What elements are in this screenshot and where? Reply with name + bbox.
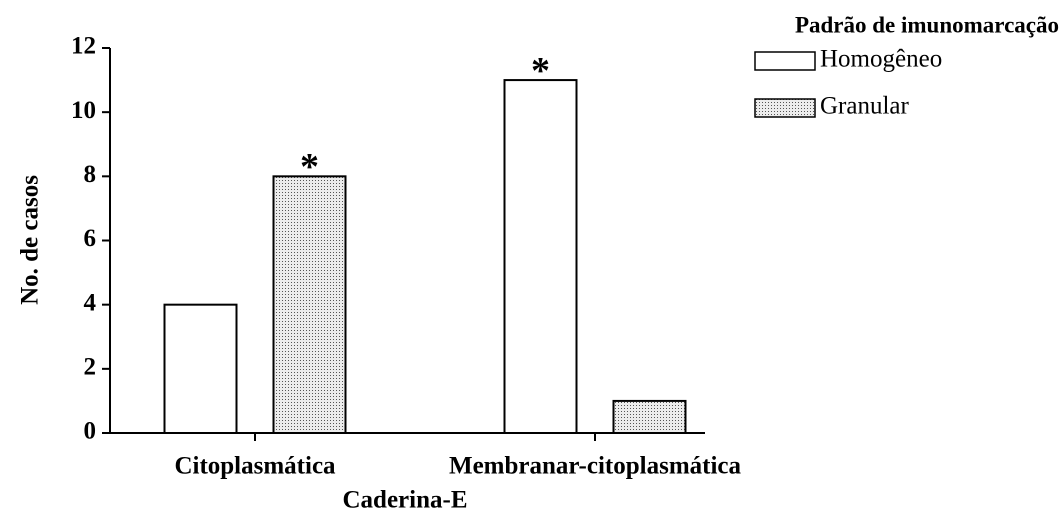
x-axis-label: Caderina-E xyxy=(343,487,468,514)
bar xyxy=(272,175,347,434)
x-tick-label: Membranar-citoplasmática xyxy=(449,453,742,480)
annotation: * xyxy=(531,50,550,92)
y-tick-label: 2 xyxy=(84,354,97,381)
y-tick-label: 6 xyxy=(84,225,97,252)
y-axis-label: No. de casos xyxy=(17,175,44,305)
bar xyxy=(612,399,687,434)
bar xyxy=(163,303,238,434)
legend-swatch xyxy=(754,98,816,118)
legend-swatch xyxy=(754,51,816,71)
y-tick-label: 12 xyxy=(71,33,96,60)
bar xyxy=(503,79,578,434)
annotation: * xyxy=(300,146,319,188)
y-tick-label: 4 xyxy=(84,289,97,316)
x-tick-label: Citoplasmática xyxy=(174,453,336,480)
y-tick-label: 8 xyxy=(84,161,97,188)
y-tick-label: 10 xyxy=(71,97,96,124)
legend-label: Homogêneo xyxy=(820,46,942,73)
legend-title: Padrão de imunomarcação xyxy=(795,12,1059,37)
y-tick-label: 0 xyxy=(84,418,97,445)
legend-label: Granular xyxy=(820,93,910,120)
